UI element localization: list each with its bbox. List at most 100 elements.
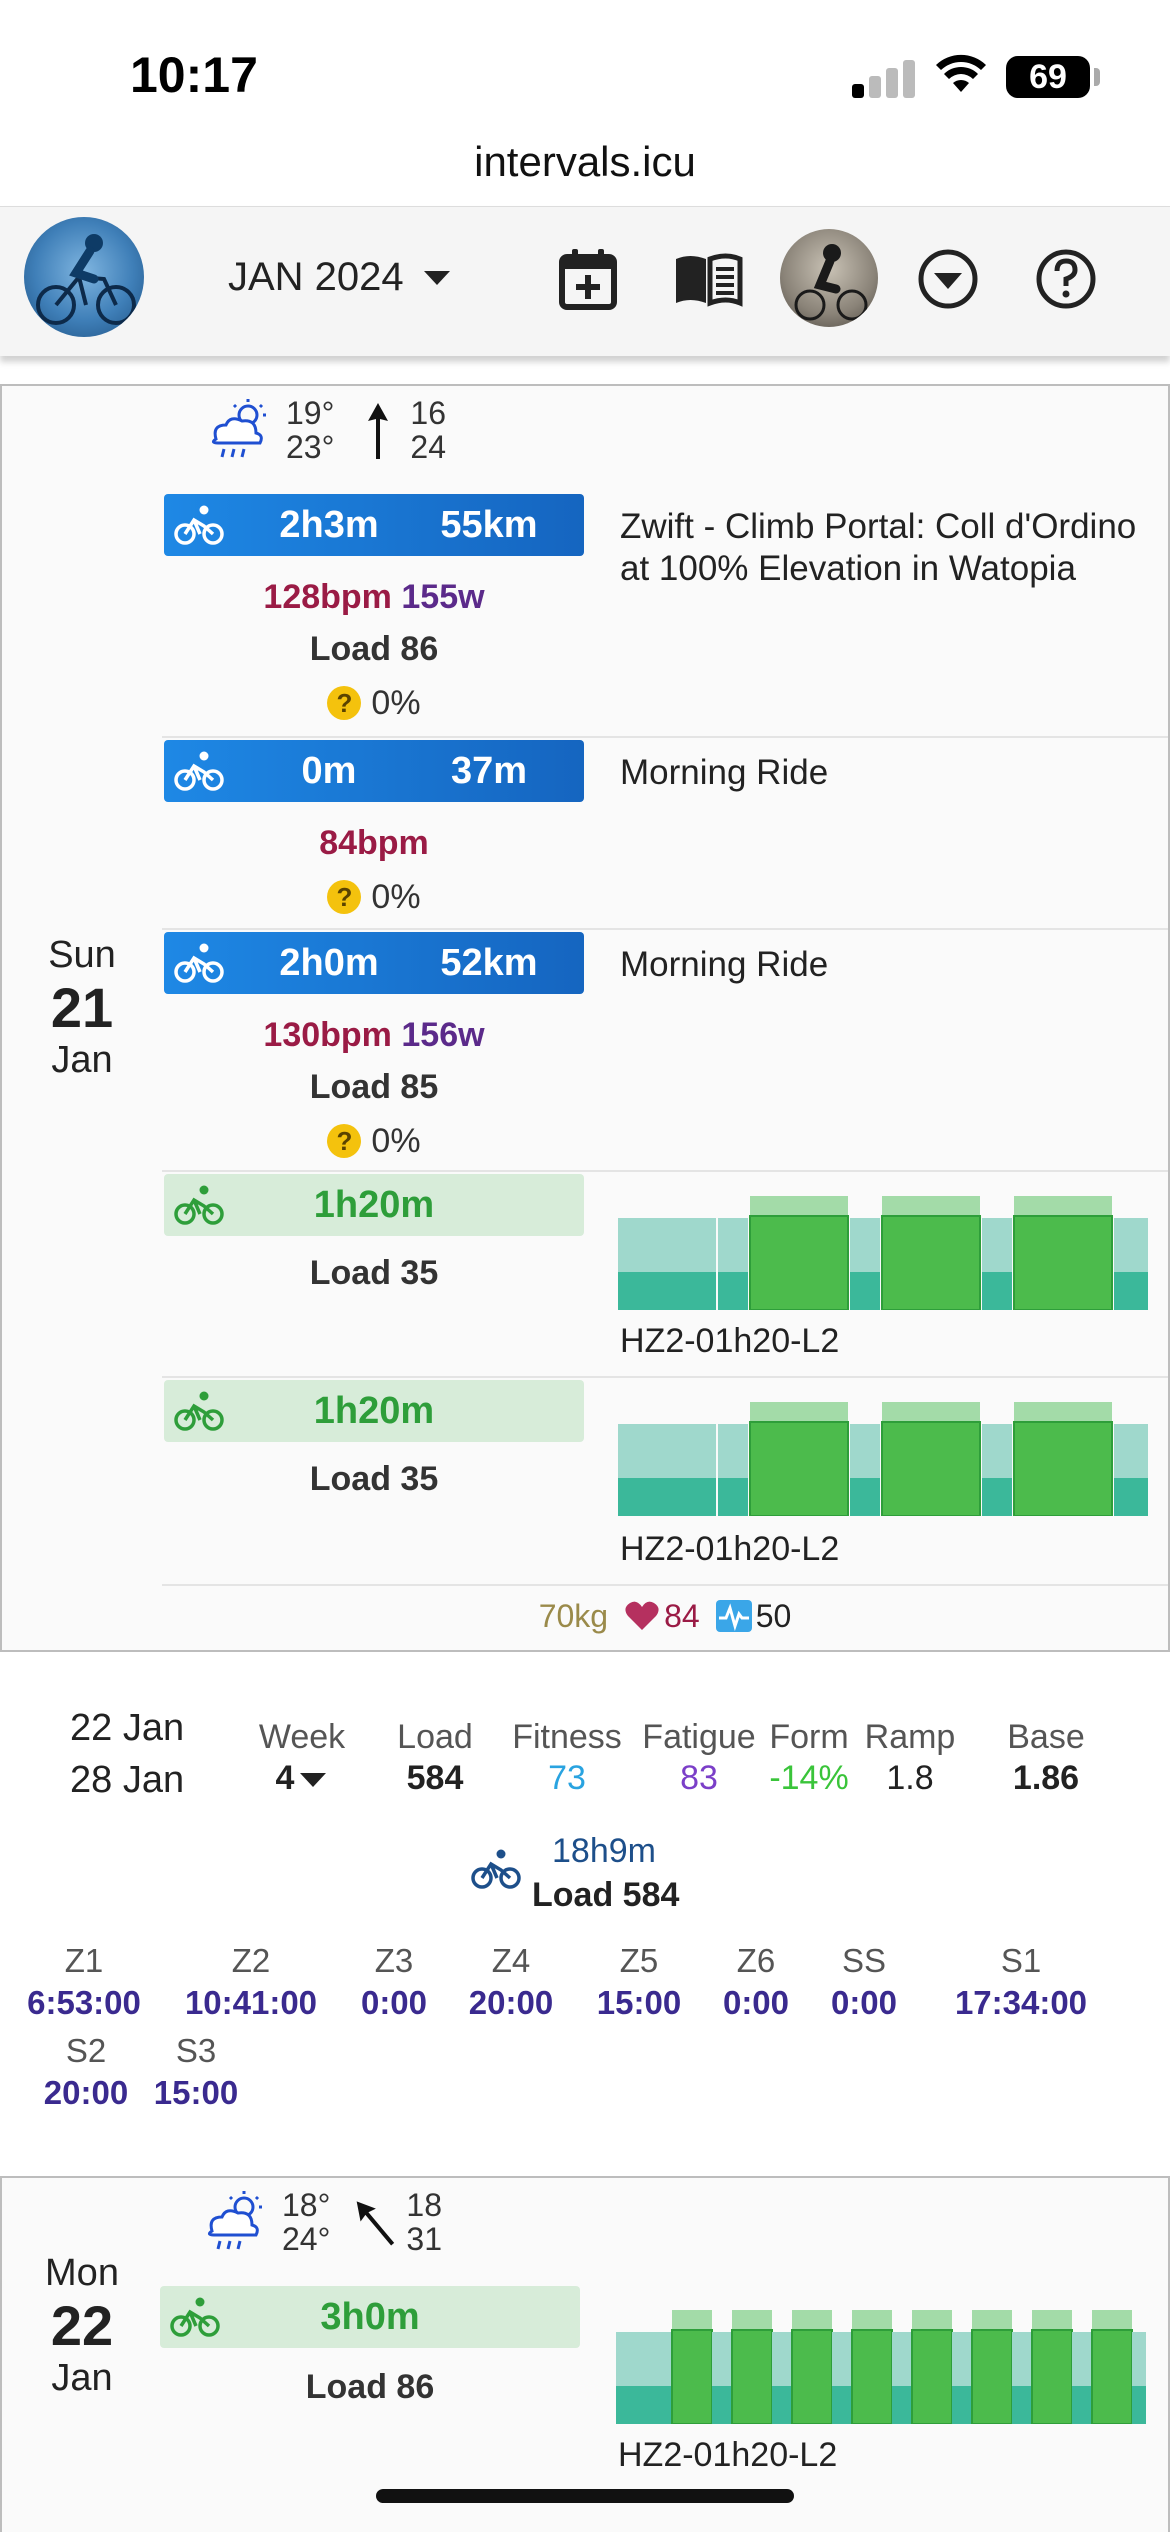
activity-title[interactable]: Zwift - Climb Portal: Coll d'Ordino at 1… [620, 507, 1137, 588]
planned-workout-row[interactable]: 1h20m Load 35 HZ2-01h20-L2 [162, 1376, 1168, 1584]
compliance: ? 0% [164, 682, 584, 723]
week-ramp: Ramp 1.8 [864, 1718, 956, 1797]
week-fitness: Fitness 73 [512, 1718, 622, 1797]
day-card-mon-22[interactable]: Mon 22 Jan 18° 24° 18 31 3h0m Load 86 [0, 2176, 1170, 2532]
workout-chart [616, 2310, 1146, 2424]
bike-icon [174, 1391, 224, 1431]
day-month: Jan [51, 1038, 113, 1081]
athlete-avatar[interactable] [24, 217, 144, 337]
clock: 10:17 [130, 47, 258, 103]
zone-ss: SS 0:00 [830, 1942, 898, 2021]
add-calendar-icon[interactable] [556, 247, 620, 311]
wifi-icon [936, 54, 986, 92]
wind-arrow-icon [357, 2201, 395, 2246]
compliance-value: 0% [371, 1121, 421, 1160]
url-bar[interactable]: intervals.icu [474, 138, 696, 185]
day-month: Jan [51, 2356, 113, 2399]
activity-row[interactable]: 0m 37m 84bpm ? 0% Morning Ride [162, 736, 1168, 928]
wind-speed-gust: 31 [406, 2221, 442, 2257]
weather-icon [211, 399, 266, 458]
zone-s1: S1 17:34:00 [954, 1942, 1088, 2021]
hrv: 50 [755, 1597, 792, 1634]
avg-hr: 128bpm [263, 578, 392, 616]
workout-name: HZ2-01h20-L2 [620, 1530, 840, 1568]
planned-duration: 1h20m [313, 1389, 435, 1432]
workout-name: HZ2-01h20-L2 [620, 1322, 840, 1360]
week-number[interactable]: Week 4 [258, 1718, 346, 1797]
wind-speed: 18 31 [406, 2188, 442, 2256]
chevron-circle-icon[interactable] [916, 247, 980, 311]
activity-row[interactable]: 2h0m 52km 130bpm 156w Load 85 ? 0% Mornin… [162, 928, 1168, 1170]
weight: 70kg [538, 1597, 609, 1634]
weather-icon [207, 2191, 262, 2250]
temperature-range: 18° 24° [282, 2188, 330, 2256]
activity-distance: 52km [440, 941, 538, 984]
planned-load: Load 35 [309, 1254, 439, 1292]
day-number: 22 [50, 2294, 114, 2357]
weather-forecast: 19° 23° 16 24 [206, 396, 446, 464]
book-icon[interactable] [672, 247, 744, 311]
day-number: 21 [50, 976, 114, 1039]
zone-s2: S2 20:00 [43, 2032, 129, 2111]
planned-workout-bar[interactable]: 3h0m [160, 2286, 580, 2348]
activity-distance: 55km [440, 503, 538, 546]
caret-down-icon [423, 270, 450, 285]
week-total-time: 18h9m [552, 1832, 656, 1870]
week-base: Base 1.86 [1007, 1718, 1085, 1797]
week-start: 22 Jan [70, 1707, 185, 1749]
temp-high: 23° [286, 429, 335, 465]
day-card-sun-21[interactable]: Sun 21 Jan 19° 23° 16 24 2h3m 55km 1 [0, 384, 1170, 1652]
zone-z4: Z4 20:00 [468, 1942, 554, 2021]
status-bar: 10:17 69 intervals.icu [0, 0, 1170, 185]
planned-workout-bar[interactable]: 1h20m [164, 1174, 584, 1236]
week-date-range: 22 Jan 28 Jan [70, 1702, 184, 1806]
question-icon: ? [327, 880, 362, 914]
workout-chart [618, 1196, 1148, 1310]
wind-speed: 16 24 [410, 396, 446, 464]
day-label: Mon 22 Jan [2, 2252, 162, 2400]
week-load: Load 584 [397, 1718, 473, 1797]
wind-arrow-icon [368, 403, 389, 459]
compliance: ? 0% [164, 876, 584, 917]
compliance: ? 0% [164, 1120, 584, 1161]
planned-workout-bar[interactable]: 1h20m [164, 1380, 584, 1442]
planned-workout-row[interactable]: 3h0m Load 86 [158, 2286, 1164, 2532]
bike-icon [174, 505, 224, 545]
activity-bar[interactable]: 2h3m 55km [164, 494, 584, 556]
month-selector[interactable]: JAN 2024 [228, 255, 452, 300]
wellness-row[interactable]: 70kg 84 50 [162, 1584, 1168, 1646]
temperature-range: 19° 23° [286, 396, 334, 464]
activity-bar[interactable]: 0m 37m [164, 740, 584, 802]
zone-s3: S3 15:00 [153, 2032, 239, 2111]
compliance-value: 0% [371, 683, 421, 722]
activity-stats: 130bpm 156w [164, 1016, 584, 1055]
bike-icon [170, 2297, 220, 2337]
day-label: Sun 21 Jan [2, 934, 162, 1082]
day-of-week: Mon [45, 2252, 119, 2294]
help-icon[interactable] [1034, 247, 1098, 311]
workout-name: HZ2-01h20-L2 [618, 2436, 838, 2474]
activity-title[interactable]: Morning Ride [620, 753, 829, 792]
activity-moving-time: 37m [450, 749, 528, 792]
activity-stats: 84bpm [164, 824, 584, 863]
avg-power: 156w [401, 1016, 485, 1054]
user-avatar[interactable] [780, 229, 878, 327]
activity-duration: 2h3m [279, 503, 379, 546]
wind-speed-avg: 16 [410, 395, 446, 431]
activity-load: Load 85 [309, 1068, 439, 1106]
planned-load: Load 86 [305, 2368, 435, 2406]
activity-row[interactable]: 2h3m 55km 128bpm 155w Load 86 ? 0% Zwift … [162, 494, 1168, 736]
planned-workout-row[interactable]: 1h20m Load 35 HZ2-01h20-L2 [162, 1170, 1168, 1376]
cellular-signal-icon [852, 58, 916, 98]
activity-title[interactable]: Morning Ride [620, 945, 829, 984]
resting-hr: 84 [664, 1597, 700, 1634]
bike-icon [174, 1185, 224, 1225]
zone-z1: Z1 6:53:00 [27, 1942, 141, 2021]
home-indicator[interactable] [376, 2489, 794, 2503]
activity-bar[interactable]: 2h0m 52km [164, 932, 584, 994]
zone-z3: Z3 0:00 [360, 1942, 428, 2021]
question-icon: ? [327, 686, 362, 720]
activity-duration: 2h0m [279, 941, 379, 984]
toolbar: JAN 2024 [0, 206, 1170, 356]
temp-high: 24° [282, 2221, 331, 2257]
